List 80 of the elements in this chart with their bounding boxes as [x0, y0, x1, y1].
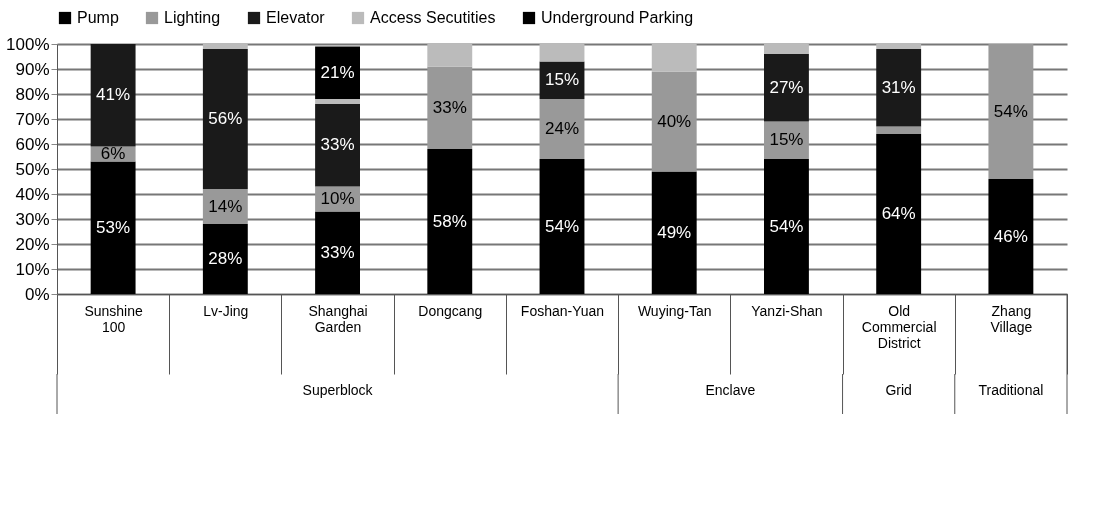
data-label: 21%: [320, 62, 355, 82]
data-label: 33%: [432, 97, 467, 117]
x-tick-label: Dongcang: [418, 302, 483, 319]
data-label: 27%: [769, 77, 804, 97]
bar: [202, 44, 248, 49]
data-label: 54%: [769, 216, 804, 236]
legend-label: Underground Parking: [541, 9, 694, 26]
y-tick-label: 70%: [15, 109, 50, 129]
bar: [876, 134, 922, 294]
y-tick-label: 60%: [15, 134, 50, 154]
bar: [90, 161, 136, 294]
data-label: 6%: [100, 144, 126, 163]
bar: [90, 44, 136, 147]
bar: [876, 44, 922, 49]
bar: [651, 44, 697, 72]
x-tick-label: Shanghai Garden: [308, 302, 368, 335]
data-label: 15%: [769, 130, 804, 150]
data-label: 40%: [657, 111, 692, 131]
bar: [764, 159, 809, 294]
data-label: 10%: [320, 189, 355, 208]
y-tick-label: 30%: [15, 209, 50, 229]
bar: [315, 46, 360, 99]
legend-label: Access Secutities: [370, 9, 496, 26]
bar: [315, 99, 360, 104]
text: Grid: [885, 382, 912, 398]
data-label: 54%: [993, 101, 1028, 121]
text: Traditional: [978, 382, 1044, 398]
text: Superblock: [302, 382, 374, 398]
legend-label: Elevator: [266, 9, 326, 26]
y-tick-label: 10%: [15, 259, 50, 279]
y-tick-label: 40%: [15, 184, 50, 204]
x-tick-label: Yanzi-Shan: [751, 302, 823, 319]
data-label: 56%: [208, 109, 243, 128]
data-label: 24%: [544, 119, 580, 138]
x-tick-label: Lv-Jing: [203, 302, 249, 319]
bar: [202, 49, 248, 189]
data-label: 28%: [208, 249, 243, 268]
y-tick-label: 100%: [6, 34, 50, 54]
y-tick-label: 20%: [15, 234, 50, 254]
bar: [651, 71, 697, 172]
bar: [427, 66, 473, 149]
data-label: 53%: [96, 217, 131, 237]
bar: [202, 224, 248, 294]
data-label: 58%: [432, 211, 467, 231]
legend-label: Pump: [77, 9, 119, 26]
bar: [427, 149, 473, 294]
legend-label: Lighting: [164, 9, 221, 26]
bar: [651, 171, 697, 294]
data-label: 33%: [320, 135, 355, 155]
y-tick-label: 0%: [24, 284, 50, 304]
bar: [876, 49, 922, 127]
bar: [315, 211, 360, 294]
bar: [988, 179, 1034, 294]
data-label: 15%: [544, 70, 580, 90]
data-label: 33%: [320, 242, 355, 262]
bar: [764, 44, 809, 54]
data-label: 46%: [993, 226, 1028, 246]
x-tick-label: Zhang Village: [990, 302, 1033, 335]
text: Enclave: [705, 382, 756, 398]
bar: [539, 159, 585, 294]
bar: [539, 99, 585, 159]
data-label: 54%: [544, 216, 580, 236]
bar: [315, 104, 360, 187]
x-tick-label: Wuying-Tan: [637, 302, 712, 319]
x-tick-label: Sunshine 100: [84, 302, 144, 335]
data-label: 41%: [96, 85, 131, 105]
data-label: 14%: [208, 196, 243, 216]
bar: [988, 44, 1034, 179]
x-tick-label: Foshan-Yuan: [520, 302, 605, 319]
x-tick-label: Old Commercial District: [861, 302, 937, 351]
y-tick-label: 50%: [15, 159, 50, 179]
bar: [876, 126, 922, 134]
y-tick-label: 90%: [15, 59, 50, 79]
y-tick-label: 80%: [15, 84, 50, 104]
bar: [539, 44, 585, 62]
bar: [427, 44, 473, 67]
bar: [764, 54, 809, 122]
data-label: 64%: [881, 204, 916, 223]
data-label: 31%: [881, 77, 916, 97]
data-label: 49%: [657, 222, 692, 242]
